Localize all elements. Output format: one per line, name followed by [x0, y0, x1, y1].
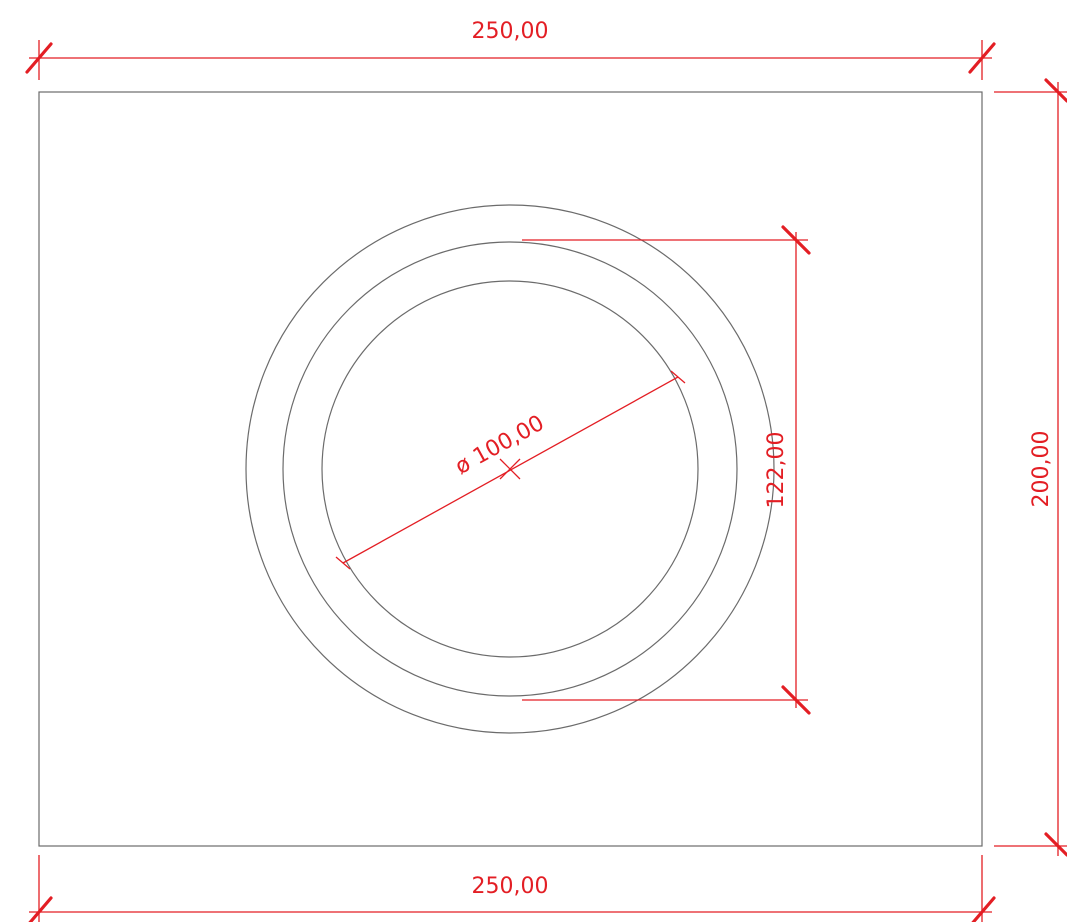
right-height-label: 200,00 — [1029, 431, 1054, 508]
right-height-dimension: 200,00 — [994, 78, 1067, 857]
diameter-dimension: ø 100,00 — [335, 370, 686, 570]
inner-circle — [321, 280, 699, 658]
bottom-width-dimension: 250,00 — [28, 855, 996, 922]
ring-height-dimension: 122,00 — [522, 225, 811, 715]
ring-height-label: 122,00 — [764, 432, 789, 509]
diameter-label: ø 100,00 — [451, 411, 548, 480]
outer-circle — [245, 204, 775, 734]
bottom-width-label: 250,00 — [472, 874, 549, 899]
top-width-label: 250,00 — [472, 19, 549, 44]
top-width-dimension: 250,00 — [25, 19, 996, 80]
middle-circle — [282, 241, 738, 697]
plate-outline — [38, 91, 983, 847]
